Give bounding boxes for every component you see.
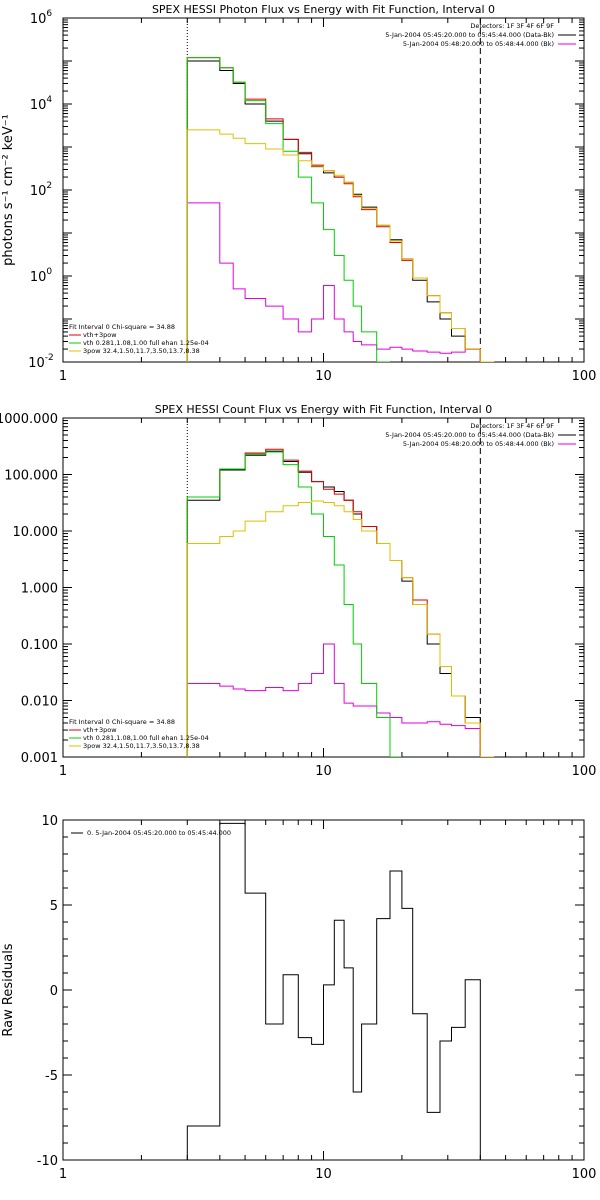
y-tick-label: 1000.000	[0, 412, 58, 427]
series-residual	[186, 822, 481, 1160]
series-group	[186, 448, 495, 757]
y-tick-label: 5	[50, 899, 58, 914]
y-axis-label: Raw Residuals	[1, 943, 16, 1036]
fit-legend-entry: vth+3pow	[83, 331, 117, 339]
y-axis-label: photons s⁻¹ cm⁻² keV⁻¹	[1, 114, 16, 266]
fit-legend: Fit Interval 0 Chi-square = 34.88vth+3po…	[69, 323, 209, 355]
series-fit_power	[186, 500, 495, 757]
residual-legend-text: 0. 5-Jan-2004 05:45:20.000 to 05:45:44.0…	[87, 829, 231, 837]
series-fit_thermal	[186, 57, 390, 362]
annotation-line: 5-Jan-2004 05:45:20.000 to 05:45:44.000 …	[385, 31, 554, 39]
annotation-line: 5-Jan-2004 05:45:20.000 to 05:45:44.000 …	[385, 431, 554, 439]
series-fit_thermal	[186, 451, 402, 757]
y-tick-label: 0.100	[21, 638, 58, 653]
x-tick-label: 10	[315, 369, 332, 384]
series-group	[186, 57, 495, 362]
chart-title: SPEX HESSI Photon Flux vs Energy with Fi…	[152, 3, 495, 16]
residual-legend: 0. 5-Jan-2004 05:45:20.000 to 05:45:44.0…	[71, 829, 231, 837]
fit-legend-title: Fit Interval 0 Chi-square = 34.88	[69, 718, 175, 726]
y-tick-label: 0.001	[21, 751, 58, 766]
x-tick-label: 1	[59, 1167, 67, 1182]
x-tick-label: 1	[59, 764, 67, 779]
annotation-line: 5-Jan-2004 05:48:20.000 to 05:48:44.000 …	[403, 440, 554, 448]
series-background	[186, 643, 481, 757]
x-tick-label: 100	[572, 369, 597, 384]
y-tick-label: -10	[37, 1154, 58, 1169]
chart-title: SPEX HESSI Count Flux vs Energy with Fit…	[155, 403, 492, 416]
series-background	[186, 202, 481, 362]
y-tick-label: 0.010	[21, 695, 58, 710]
fit-legend-entry: 3pow 32.4,1.50,11.7,3.50,13.7,8.38	[83, 742, 200, 750]
y-tick-label: 104	[30, 95, 53, 113]
detector-annotations: Detectors: 1F 3F 4F 6F 9F5-Jan-2004 05:4…	[385, 422, 576, 448]
series-group	[186, 822, 481, 1160]
annotation-line: Detectors: 1F 3F 4F 6F 9F	[470, 422, 554, 430]
plot-frame	[62, 417, 585, 758]
y-tick-label: 1.000	[21, 582, 58, 597]
y-tick-label: 10	[41, 814, 58, 829]
y-tick-label: 106	[30, 9, 53, 27]
y-tick-label: 100.000	[4, 469, 58, 484]
detector-annotations: Detectors: 1F 3F 4F 6F 9F5-Jan-2004 05:4…	[385, 22, 576, 48]
x-tick-label: 10	[315, 764, 332, 779]
x-tick-label: 100	[572, 1167, 597, 1182]
fit-legend-entry: vth 0.281,1.08,1.00 full ehan 1.25e-04	[83, 339, 209, 347]
y-tick-label: 10-2	[28, 353, 54, 371]
y-tick-label: 0	[50, 984, 58, 999]
panel-2: SPEX HESSI Count Flux vs Energy with Fit…	[0, 403, 597, 779]
x-tick-label: 1	[59, 369, 67, 384]
fit-legend-entry: 3pow 32.4,1.50,11.7,3.50,13.7,8.38	[83, 347, 200, 355]
fit-legend: Fit Interval 0 Chi-square = 34.88vth+3po…	[69, 718, 209, 750]
fit-legend-entry: vth+3pow	[83, 726, 117, 734]
panel-1: SPEX HESSI Photon Flux vs Energy with Fi…	[1, 3, 597, 384]
annotation-line: 5-Jan-2004 05:48:20.000 to 05:48:44.000 …	[403, 40, 554, 48]
fit-legend-title: Fit Interval 0 Chi-square = 34.88	[69, 323, 175, 331]
fit-legend-entry: vth 0.281,1.08,1.00 full ehan 1.25e-04	[83, 734, 209, 742]
y-tick-label: 10.000	[13, 525, 59, 540]
x-tick-label: 100	[572, 764, 597, 779]
series-fit_power	[186, 129, 495, 362]
y-tick-label: 102	[30, 181, 52, 199]
x-tick-label: 10	[315, 1167, 332, 1182]
annotation-line: Detectors: 1F 3F 4F 6F 9F	[470, 22, 554, 30]
panel-3: 1 10 100 -10 -5 0 5 10 Raw Residuals 0. 5-Jan-200…	[1, 814, 597, 1182]
y-tick-label: -5	[45, 1069, 58, 1084]
y-tick-label: 100	[30, 267, 53, 285]
